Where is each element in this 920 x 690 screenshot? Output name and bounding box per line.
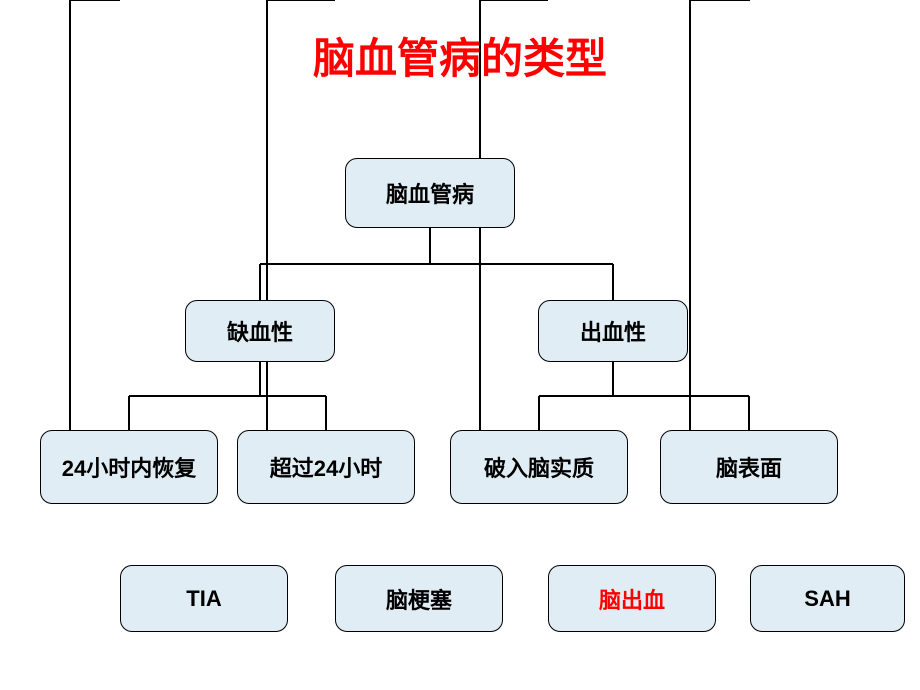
node-l2a: 24小时内恢复: [40, 430, 218, 504]
node-l3d: SAH: [750, 565, 905, 632]
node-l3c: 脑出血: [548, 565, 716, 632]
node-l2d: 脑表面: [660, 430, 838, 504]
node-l1a: 缺血性: [185, 300, 335, 362]
node-l3a: TIA: [120, 565, 288, 632]
node-l2b: 超过24小时: [237, 430, 415, 504]
page-title: 脑血管病的类型: [0, 0, 920, 86]
title-text: 脑血管病的类型: [313, 35, 607, 82]
node-root: 脑血管病: [345, 158, 515, 228]
node-l1b: 出血性: [538, 300, 688, 362]
node-l3b: 脑梗塞: [335, 565, 503, 632]
node-l2c: 破入脑实质: [450, 430, 628, 504]
